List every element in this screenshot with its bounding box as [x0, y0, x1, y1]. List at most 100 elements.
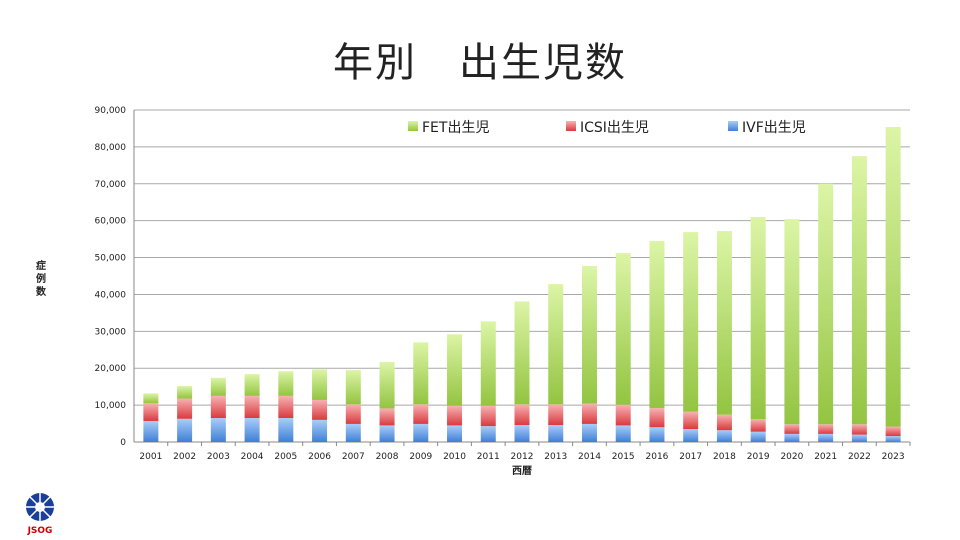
x-tick-label: 2009 [409, 452, 432, 462]
bar-ivf-2006 [312, 419, 328, 442]
y-tick-label: 90,000 [95, 106, 127, 116]
bar-fet-2010 [447, 334, 463, 406]
bar-fet-2013 [548, 284, 564, 405]
bar-icsi-2011 [480, 405, 496, 427]
x-tick-label: 2010 [443, 452, 466, 462]
bar-icsi-2018 [716, 414, 732, 431]
bar-ivf-2005 [278, 418, 294, 442]
bar-fet-2015 [615, 253, 631, 405]
bar-ivf-2014 [581, 423, 597, 442]
bar-fet-2007 [345, 370, 361, 405]
bar-icsi-2019 [750, 419, 766, 432]
bar-fet-2001 [143, 393, 159, 404]
bar-ivf-2022 [851, 434, 867, 442]
x-tick-label: 2015 [612, 452, 635, 462]
bar-fet-2012 [514, 301, 530, 405]
bar-ivf-2017 [683, 429, 699, 442]
jsog-logo: JSOG [20, 492, 60, 536]
bar-icsi-2014 [581, 403, 597, 424]
bar-icsi-2013 [548, 404, 564, 426]
bar-ivf-2019 [750, 431, 766, 442]
bar-ivf-2013 [548, 425, 564, 442]
bar-fet-2003 [210, 377, 226, 396]
bar-ivf-2008 [379, 425, 395, 442]
y-tick-label: 30,000 [95, 327, 127, 337]
y-axis-label: 症例数 [36, 261, 46, 298]
bar-icsi-2001 [143, 403, 159, 421]
bar-ivf-2020 [784, 433, 800, 442]
legend-label: FET出生児 [422, 120, 489, 136]
bar-ivf-2003 [210, 418, 226, 442]
bar-fet-2021 [818, 183, 834, 425]
x-tick-label: 2023 [882, 452, 905, 462]
bar-ivf-2016 [649, 427, 665, 442]
bar-icsi-2004 [244, 395, 260, 419]
bar-fet-2002 [177, 385, 193, 399]
bar-fet-2022 [851, 156, 867, 425]
y-tick-label: 60,000 [95, 217, 127, 227]
bar-ivf-2021 [818, 433, 834, 442]
bar-icsi-2002 [177, 398, 193, 419]
bar-icsi-2012 [514, 404, 530, 426]
bar-icsi-2008 [379, 408, 395, 426]
x-tick-label: 2008 [376, 452, 399, 462]
x-tick-label: 2004 [241, 452, 264, 462]
bar-icsi-2007 [345, 404, 361, 424]
bar-ivf-2010 [447, 425, 463, 442]
bar-ivf-2002 [177, 418, 193, 442]
bar-icsi-2023 [885, 426, 901, 437]
bar-ivf-2018 [716, 430, 732, 442]
x-tick-label: 2022 [848, 452, 871, 462]
x-tick-label: 2007 [342, 452, 365, 462]
bar-icsi-2003 [210, 395, 226, 419]
x-tick-label: 2018 [713, 452, 736, 462]
bar-fet-2020 [784, 219, 800, 425]
bar-ivf-2009 [413, 423, 429, 442]
logo-text: JSOG [27, 526, 53, 536]
x-tick-label: 2006 [308, 452, 331, 462]
x-tick-label: 2017 [679, 452, 702, 462]
jsog-logo-icon [26, 493, 54, 521]
bar-fet-2008 [379, 361, 395, 409]
x-tick-label: 2012 [511, 452, 534, 462]
page-title: 年別 出生児数 [333, 40, 627, 86]
x-tick-label: 2003 [207, 452, 230, 462]
x-tick-label: 2016 [646, 452, 669, 462]
bar-fet-2011 [480, 321, 496, 406]
bar-ivf-2007 [345, 423, 361, 442]
bar-ivf-2004 [244, 418, 260, 442]
x-tick-label: 2005 [274, 452, 297, 462]
bar-icsi-2017 [683, 411, 699, 430]
x-tick-label: 2002 [173, 452, 196, 462]
x-tick-label: 2013 [544, 452, 567, 462]
bar-fet-2019 [750, 216, 766, 420]
bar-fet-2005 [278, 371, 294, 396]
bar-fet-2023 [885, 126, 901, 427]
bar-fet-2016 [649, 240, 665, 409]
x-tick-label: 2011 [477, 452, 500, 462]
legend-swatch [566, 121, 576, 131]
y-tick-label: 20,000 [95, 364, 127, 374]
y-tick-label: 50,000 [95, 254, 127, 264]
bar-fet-2018 [716, 230, 732, 415]
bar-fet-2017 [683, 232, 699, 412]
y-tick-label: 40,000 [95, 290, 127, 300]
legend-label: ICSI出生児 [580, 120, 649, 136]
x-tick-label: 2021 [814, 452, 837, 462]
legend-label: IVF出生児 [742, 120, 806, 136]
bar-icsi-2009 [413, 404, 429, 424]
bar-ivf-2015 [615, 425, 631, 442]
bar-icsi-2021 [818, 424, 834, 434]
bar-icsi-2010 [447, 405, 463, 426]
x-tick-label: 2019 [747, 452, 770, 462]
bar-icsi-2022 [851, 424, 867, 435]
x-axis-label: 西暦 [512, 465, 532, 477]
bar-icsi-2005 [278, 395, 294, 419]
legend-swatch [728, 121, 738, 131]
y-tick-label: 80,000 [95, 143, 127, 153]
legend-swatch [408, 121, 418, 131]
x-tick-label: 2014 [578, 452, 601, 462]
x-tick-label: 2001 [139, 452, 162, 462]
y-tick-label: 0 [120, 438, 126, 448]
